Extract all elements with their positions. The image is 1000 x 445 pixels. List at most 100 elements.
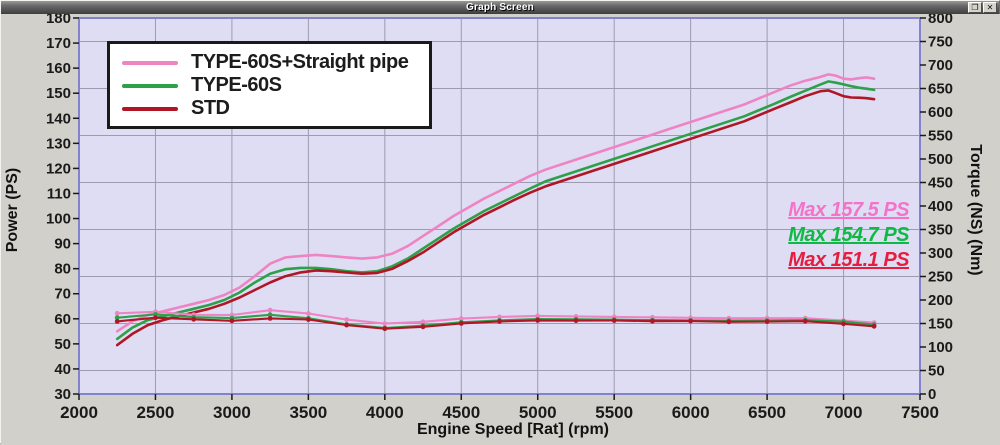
right-tick-label: 200 [928, 292, 953, 309]
torque-type60s-straight-pipe-marker [267, 307, 273, 313]
torque-std-marker [688, 318, 693, 324]
torque-std-marker [420, 324, 426, 330]
torque-std-marker [802, 318, 808, 324]
torque-type60s-straight-pipe-marker [458, 316, 464, 321]
torque-type60s-straight-pipe-marker [497, 314, 502, 320]
data-series [114, 73, 877, 347]
torque-type60s-marker [267, 312, 273, 318]
right-tick-label: 350 [928, 222, 953, 239]
legend-label: TYPE-60S+Straight pipe [191, 51, 409, 73]
x-tick-label: 2000 [60, 403, 98, 422]
left-tick-label: 40 [54, 361, 71, 378]
right-tick-label: 550 [928, 128, 953, 145]
x-tick-label: 2500 [137, 403, 175, 422]
legend-item: TYPE-60S [122, 74, 419, 97]
torque-std-marker [114, 319, 120, 324]
torque-std-marker [458, 321, 464, 326]
axis-ticks [73, 17, 926, 400]
close-icon: ✕ [986, 2, 994, 12]
x-tick-label: 4000 [366, 403, 404, 422]
x-tick-label: 7000 [825, 403, 863, 422]
torque-std-marker [153, 315, 158, 321]
left-tick-label: 30 [54, 386, 71, 403]
right-tick-label: 300 [928, 245, 953, 262]
torque-std-marker [229, 318, 235, 324]
left-tick-label: 80 [54, 261, 71, 278]
torque-type60s-straight-pipe-marker [344, 317, 349, 322]
legend-item: STD [122, 97, 419, 120]
legend-item: TYPE-60S+Straight pipe [122, 51, 419, 74]
left-tick-label: 110 [47, 185, 71, 202]
right-tick-label: 750 [928, 34, 953, 51]
torque-std-marker [191, 316, 197, 322]
max-annotation: Max 154.7 PS [788, 224, 909, 246]
legend-line-swatch [122, 106, 178, 111]
right-tick-label: 100 [928, 339, 953, 356]
left-tick-label: 140 [46, 110, 71, 127]
legend-line-swatch [122, 60, 178, 65]
power-type60s-line [115, 80, 876, 341]
right-tick-label: 650 [928, 81, 953, 98]
torque-type60s-straight-pipe-marker [114, 310, 120, 316]
x-tick-label: 5500 [595, 403, 633, 422]
right-axis-title: Torque (NS) (Nm) [967, 144, 984, 275]
torque-type60s-marker [153, 312, 158, 317]
right-tick-label: 0 [928, 386, 936, 403]
max-annotations: Max 157.5 PS Max 154.7 PS Max 151.1 PS [701, 198, 909, 273]
dyno-chart: 180 170 160 150 140 130 120 110 100 90 80 70 60 50 40 3… [4, 14, 984, 438]
torque-std-marker [650, 318, 655, 324]
right-tick-label: 450 [928, 175, 953, 192]
torque-type60s-straight-pipe-marker [382, 321, 388, 326]
left-axis-title: Power (PS) [4, 168, 21, 252]
x-tick-label: 6000 [672, 403, 710, 422]
max-annotation: Max 151.1 PS [788, 249, 909, 271]
chart-area: 180 170 160 150 140 130 120 110 100 90 80 70 60 50 40 3… [1, 14, 1000, 445]
torque-std-marker [497, 319, 502, 324]
torque-std-marker [841, 321, 846, 327]
torque-std-marker [764, 319, 770, 324]
torque-std-marker [306, 317, 311, 322]
window-title: Graph Screen [466, 2, 534, 13]
torque-type60s-straight-pipe-marker [420, 319, 426, 325]
left-tick-label: 170 [46, 35, 71, 52]
x-tick-label: 5000 [519, 403, 557, 422]
torque-std-marker [344, 322, 349, 328]
left-tick-label: 180 [46, 14, 71, 27]
legend-line-swatch [122, 83, 178, 88]
power-type60s-straight-pipe-line [115, 73, 876, 333]
axis-tick-labels: 180 170 160 150 140 130 120 110 100 90 80 70 60 50 40 3… [46, 14, 953, 422]
left-tick-label: 60 [54, 311, 71, 328]
torque-std-marker [267, 316, 273, 321]
x-axis-title: Engine Speed [Rat] (rpm) [417, 421, 609, 438]
restore-button[interactable]: ❐ [968, 2, 982, 13]
left-tick-label: 120 [46, 160, 71, 177]
left-tick-label: 70 [54, 286, 71, 303]
x-tick-label: 4500 [442, 403, 480, 422]
right-tick-label: 500 [928, 151, 953, 168]
right-tick-label: 150 [928, 316, 953, 333]
max-annotation: Max 157.5 PS [788, 199, 909, 221]
x-tick-label: 3500 [289, 403, 327, 422]
right-tick-label: 50 [928, 363, 945, 380]
restore-icon: ❐ [971, 2, 979, 12]
close-button[interactable]: ✕ [983, 2, 997, 13]
legend-label: STD [191, 97, 230, 119]
x-tick-label: 6500 [748, 403, 786, 422]
torque-std-marker [611, 318, 617, 323]
left-tick-label: 100 [46, 211, 71, 228]
window-titlebar[interactable]: Graph Screen ❐ ✕ [1, 1, 999, 15]
x-tick-label: 3000 [213, 403, 251, 422]
chart-legend: TYPE-60S+Straight pipe TYPE-60S STD [107, 41, 432, 129]
torque-std-marker [573, 318, 579, 323]
torque-std-marker [871, 323, 877, 329]
torque-std-marker [382, 326, 388, 332]
x-tick-label: 7500 [901, 403, 939, 422]
torque-std-marker [726, 319, 732, 325]
right-tick-label: 700 [928, 57, 953, 74]
right-tick-label: 600 [928, 104, 953, 121]
titlebar-buttons: ❐ ✕ [968, 2, 997, 13]
left-tick-label: 50 [54, 336, 71, 353]
right-tick-label: 250 [928, 269, 953, 286]
left-tick-label: 160 [46, 60, 71, 77]
